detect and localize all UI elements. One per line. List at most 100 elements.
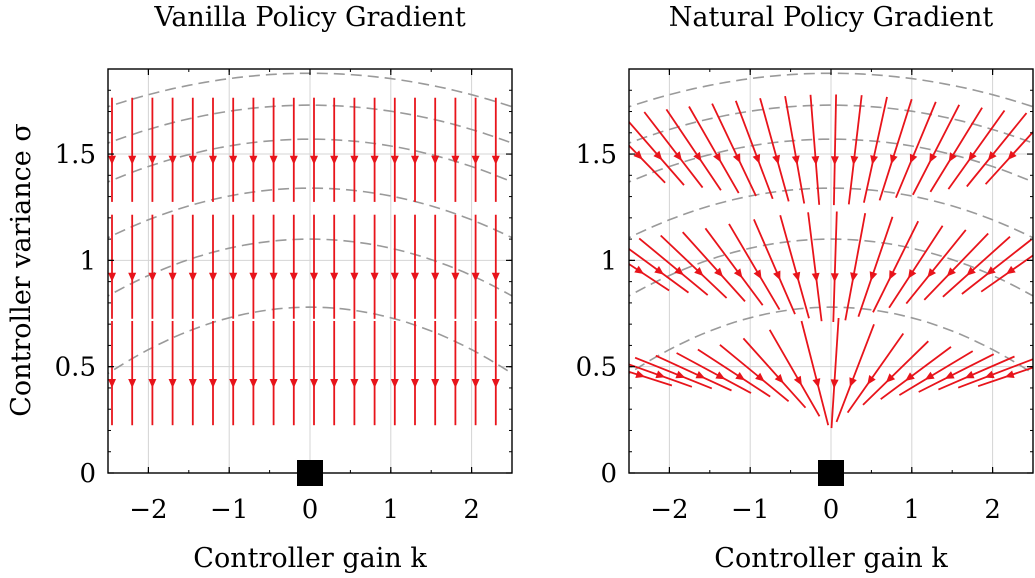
arrow-head [695, 371, 706, 379]
arrow-head [491, 155, 500, 165]
arrow-head [330, 155, 339, 165]
arrow-head [471, 155, 480, 165]
arrow-head [1006, 265, 1016, 275]
arrow-shaft [643, 111, 704, 189]
arrow-head [491, 379, 500, 388]
arrow-head [987, 151, 997, 161]
arrows [108, 97, 500, 426]
arrow-shaft [912, 104, 961, 196]
y-tick-label: 1 [79, 246, 96, 276]
x-tick-label: −2 [129, 495, 167, 525]
arrow-shaft [807, 212, 823, 322]
arrow-head [929, 153, 937, 163]
arrow-head [390, 379, 399, 388]
x-tick-label: 2 [463, 495, 480, 525]
arrow-head [653, 150, 663, 161]
arrow-shaft [835, 323, 875, 423]
arrow-shaft [977, 366, 1033, 388]
arrow-shaft [629, 363, 693, 388]
arrow-head [370, 379, 379, 388]
arrow-head [168, 272, 177, 282]
contour-lines [629, 72, 1033, 375]
arrow-head [350, 379, 359, 388]
x-tick-label: 1 [904, 495, 921, 525]
arrow-head [964, 370, 975, 379]
arrow-shaft [833, 94, 837, 206]
arrow-head [869, 271, 878, 281]
arrow-head [209, 272, 217, 282]
arrow-shaft [888, 225, 944, 309]
arrow-head [108, 272, 116, 282]
arrow-head [755, 372, 765, 382]
arrow-shaft [697, 348, 771, 398]
arrow-shaft [862, 340, 929, 406]
arrow-head [655, 370, 666, 379]
arrow-head [811, 272, 820, 283]
arrow-head [168, 379, 177, 388]
arrow-head [229, 379, 238, 388]
arrow-head [128, 272, 137, 282]
y-tick-label: 0.5 [55, 353, 96, 383]
x-tick-label: −1 [731, 495, 769, 525]
contour-line [108, 187, 512, 239]
arrow-shaft [638, 237, 709, 296]
arrow-shaft [895, 101, 937, 199]
arrow-shaft [734, 100, 774, 200]
grid [629, 69, 1033, 474]
arrow-shaft [947, 109, 1006, 190]
arrow-head [675, 370, 686, 379]
arrow-head [249, 379, 258, 388]
arrow-head [451, 272, 460, 282]
arrow-head [772, 154, 780, 165]
arrow-head [753, 269, 762, 280]
arrow-head [350, 155, 359, 165]
arrow-shaft [929, 107, 983, 193]
arrow-head [870, 155, 878, 165]
arrow-head [310, 379, 318, 388]
arrow-head [451, 379, 460, 388]
x-tick-label: 2 [984, 495, 1001, 525]
arrow-shaft [779, 214, 810, 319]
arrow-head [773, 270, 781, 281]
x-tick-label: −2 [650, 495, 688, 525]
arrow-head [188, 155, 197, 165]
arrow-shaft [918, 353, 995, 393]
arrow-shaft [634, 356, 713, 390]
arrow-head [673, 151, 682, 161]
arrow-shaft [980, 254, 1033, 293]
arrow-head [850, 272, 858, 282]
arrow-head [310, 155, 318, 165]
arrow-shaft [629, 370, 673, 387]
arrow-head [849, 377, 857, 387]
arrow-head [249, 272, 258, 282]
arrow-shaft [629, 144, 666, 184]
x-axis-label: Controller gain k [714, 543, 948, 574]
arrow-head [148, 379, 157, 388]
arrow-head [471, 272, 480, 282]
arrow-shaft [942, 236, 1011, 298]
arrow-head [944, 371, 955, 379]
arrow-shaft [872, 220, 920, 313]
x-tick-label: 0 [302, 495, 319, 525]
ticks: −2 −1 0 1 2 0 0.5 1 1.5 [576, 69, 1034, 525]
arrow-head [411, 155, 419, 165]
arrow-head [310, 272, 318, 282]
arrow-shaft [711, 103, 757, 197]
arrow-head [148, 155, 157, 165]
arrow-shaft [878, 98, 913, 201]
arrow-shaft [966, 112, 1028, 188]
arrow-head [148, 272, 157, 282]
arrow-head [289, 272, 298, 282]
x-tick-label: −1 [210, 495, 248, 525]
arrow-head [693, 151, 702, 162]
arrow-head [370, 155, 379, 165]
arrow-shaft [809, 94, 821, 205]
arrow-shaft [728, 223, 781, 311]
arrow-head [188, 379, 197, 388]
arrow-head [811, 156, 820, 166]
arrow-head [390, 155, 399, 165]
arrow-shaft [957, 358, 1033, 389]
arrow-head [330, 379, 339, 388]
arrow-head [909, 153, 918, 164]
